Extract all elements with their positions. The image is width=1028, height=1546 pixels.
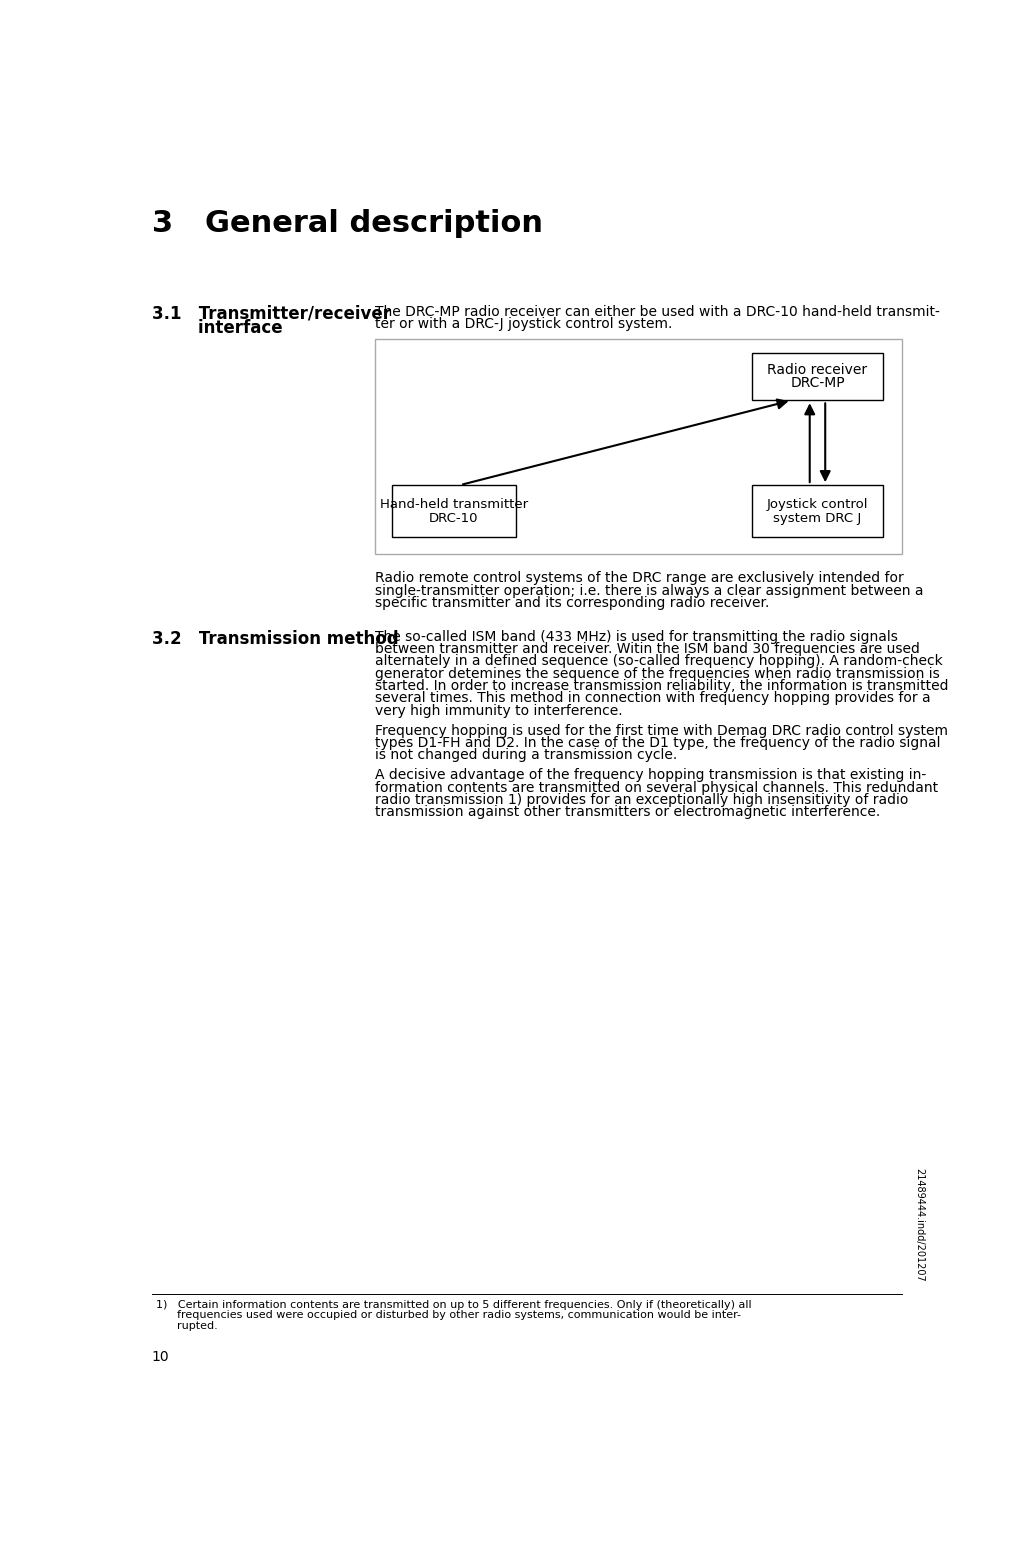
Text: transmission against other transmitters or electromagnetic interference.: transmission against other transmitters … bbox=[375, 805, 880, 819]
Text: single-transmitter operation; i.e. there is always a clear assignment between a: single-transmitter operation; i.e. there… bbox=[375, 583, 923, 598]
Text: interface: interface bbox=[152, 318, 283, 337]
Text: Hand-held transmitter: Hand-held transmitter bbox=[380, 498, 528, 510]
Text: several times. This method in connection with frequency hopping provides for a: several times. This method in connection… bbox=[375, 691, 930, 705]
Bar bbox=[375, 339, 902, 555]
Text: specific transmitter and its corresponding radio receiver.: specific transmitter and its correspondi… bbox=[375, 595, 769, 611]
Text: DRC-MP: DRC-MP bbox=[791, 376, 845, 391]
Text: system DRC J: system DRC J bbox=[773, 512, 861, 524]
Text: started. In order to increase transmission reliability, the information is trans: started. In order to increase transmissi… bbox=[375, 679, 949, 693]
Text: Radio receiver: Radio receiver bbox=[768, 363, 868, 377]
Text: 3.2   Transmission method: 3.2 Transmission method bbox=[152, 629, 399, 648]
Text: formation contents are transmitted on several physical channels. This redundant: formation contents are transmitted on se… bbox=[375, 781, 939, 795]
Bar bbox=[752, 352, 883, 400]
Text: 3   General description: 3 General description bbox=[152, 209, 543, 238]
Text: very high immunity to interference.: very high immunity to interference. bbox=[375, 703, 623, 717]
Text: ter or with a DRC-J joystick control system.: ter or with a DRC-J joystick control sys… bbox=[375, 317, 672, 331]
Text: alternately in a defined sequence (so-called frequency hopping). A random-check: alternately in a defined sequence (so-ca… bbox=[375, 654, 943, 668]
Text: radio transmission 1) provides for an exceptionally high insensitivity of radio: radio transmission 1) provides for an ex… bbox=[375, 793, 909, 807]
Text: The so-called ISM band (433 MHz) is used for transmitting the radio signals: The so-called ISM band (433 MHz) is used… bbox=[375, 629, 897, 643]
Text: between transmitter and receiver. Witin the ISM band 30 frequencies are used: between transmitter and receiver. Witin … bbox=[375, 642, 920, 656]
Text: Radio remote control systems of the DRC range are exclusively intended for: Radio remote control systems of the DRC … bbox=[375, 572, 904, 586]
Text: The DRC-MP radio receiver can either be used with a DRC-10 hand-held transmit-: The DRC-MP radio receiver can either be … bbox=[375, 305, 940, 318]
Text: Frequency hopping is used for the first time with Demag DRC radio control system: Frequency hopping is used for the first … bbox=[375, 724, 948, 737]
Text: DRC-10: DRC-10 bbox=[430, 512, 479, 524]
Bar bbox=[752, 485, 883, 538]
Text: 21489444.indd/201207: 21489444.indd/201207 bbox=[914, 1169, 924, 1282]
Text: types D1-FH and D2. In the case of the D1 type, the frequency of the radio signa: types D1-FH and D2. In the case of the D… bbox=[375, 736, 941, 750]
Text: Joystick control: Joystick control bbox=[767, 498, 869, 510]
Text: 1)   Certain information contents are transmitted on up to 5 different frequenci: 1) Certain information contents are tran… bbox=[155, 1300, 751, 1311]
Bar bbox=[392, 485, 516, 538]
Text: rupted.: rupted. bbox=[155, 1320, 217, 1331]
Text: generator detemines the sequence of the frequencies when radio transmission is: generator detemines the sequence of the … bbox=[375, 666, 940, 680]
Text: A decisive advantage of the frequency hopping transmission is that existing in-: A decisive advantage of the frequency ho… bbox=[375, 768, 926, 782]
Text: 3.1   Transmitter/receiver: 3.1 Transmitter/receiver bbox=[152, 305, 391, 323]
Text: is not changed during a transmission cycle.: is not changed during a transmission cyc… bbox=[375, 748, 677, 762]
Text: frequencies used were occupied or disturbed by other radio systems, communicatio: frequencies used were occupied or distur… bbox=[155, 1311, 740, 1320]
Text: 10: 10 bbox=[152, 1350, 170, 1364]
